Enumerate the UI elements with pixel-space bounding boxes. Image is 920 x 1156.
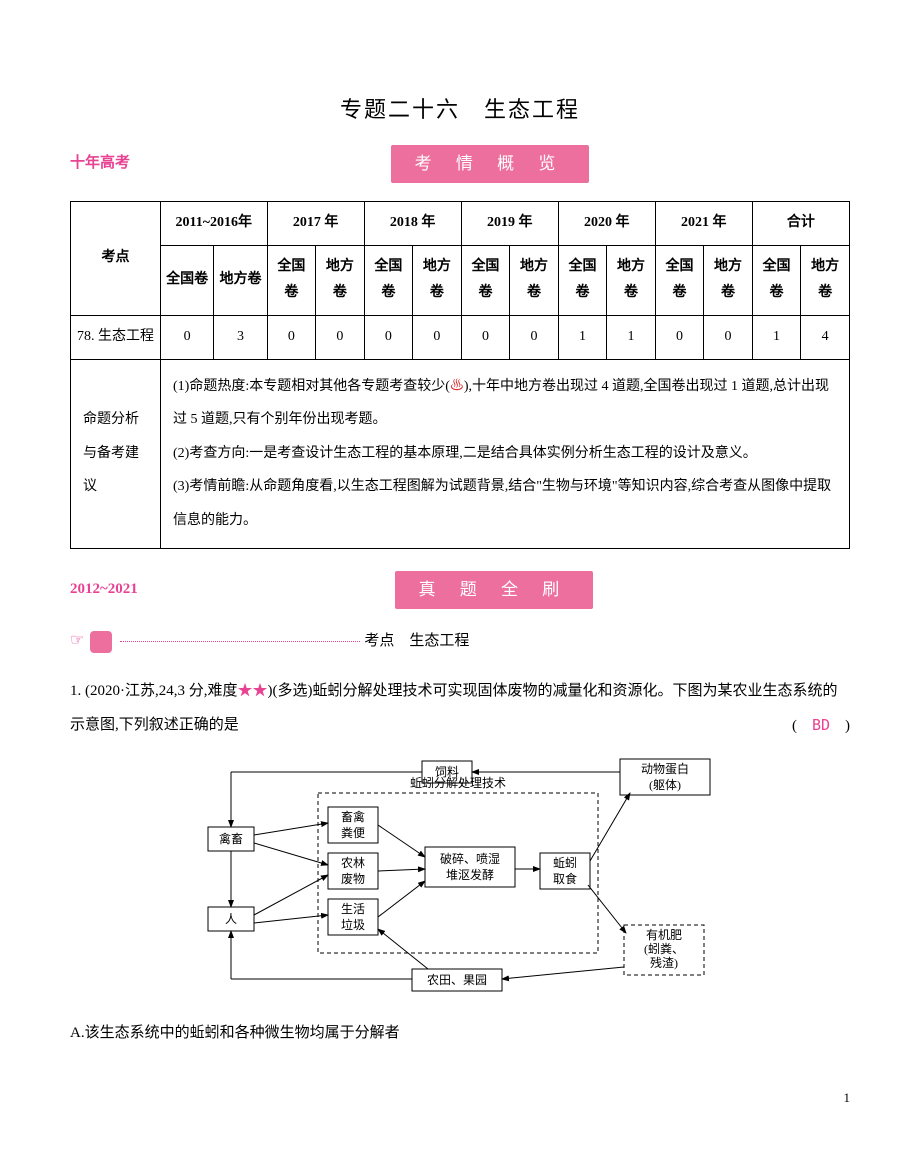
answer-value: BD [812, 716, 830, 734]
svg-text:蚯蚓: 蚯蚓 [553, 855, 577, 870]
question-prefix: 1. (2020·江苏,24,3 分,难度 [70, 683, 238, 699]
col-national: 全国卷 [267, 245, 316, 315]
col-national: 全国卷 [461, 245, 510, 315]
svg-text:堆沤发酵: 堆沤发酵 [446, 867, 494, 882]
cell: 1 [607, 315, 656, 359]
table-row: 命题分析与备考建议 (1)命题热度:本专题相对其他各专题考查较少(♨),十年中地… [71, 359, 850, 548]
exam-frequency-table: 考点 2011~2016年 2017 年 2018 年 2019 年 2020 … [70, 201, 850, 548]
topic-title: 专题二十六 生态工程 [70, 90, 850, 130]
col-local: 地方卷 [510, 245, 559, 315]
col-kaodian: 考点 [71, 202, 161, 316]
table-row: 全国卷地方卷 全国卷地方卷 全国卷地方卷 全国卷地方卷 全国卷地方卷 全国卷地方… [71, 245, 850, 315]
square-icon [90, 631, 112, 653]
dotline [120, 641, 360, 642]
cell: 4 [801, 315, 850, 359]
analysis-p2: (2)考查方向:一是考查设计生态工程的基本原理,二是结合具体实例分析生态工程的设… [173, 437, 837, 471]
col-year: 2018 年 [364, 202, 461, 246]
ecosystem-diagram: 蚯蚓分解处理技术 禽畜 人 畜禽 粪便 农林 废物 生活 垃圾 破碎、喷湿 堆沤… [70, 757, 850, 997]
col-year: 2017 年 [267, 202, 364, 246]
page-number: 1 [70, 1086, 850, 1109]
cell: 0 [316, 315, 365, 359]
svg-text:垃圾: 垃圾 [341, 917, 365, 932]
col-national: 全国卷 [364, 245, 413, 315]
cell: 0 [413, 315, 462, 359]
cell: 0 [267, 315, 316, 359]
col-local: 地方卷 [607, 245, 656, 315]
col-local: 地方卷 [704, 245, 753, 315]
col-local: 地方卷 [316, 245, 365, 315]
col-year: 2021 年 [655, 202, 752, 246]
svg-text:有机肥: 有机肥 [646, 928, 682, 942]
col-year: 2019 年 [461, 202, 558, 246]
svg-text:禽畜: 禽畜 [219, 831, 243, 846]
col-national: 全国卷 [655, 245, 704, 315]
year-range-label: 2012~2021 [70, 576, 138, 603]
difficulty-stars: ★★ [238, 683, 268, 699]
flame-icon: ♨ [450, 379, 464, 394]
cell: 0 [461, 315, 510, 359]
cell: 0 [510, 315, 559, 359]
table-row: 考点 2011~2016年 2017 年 2018 年 2019 年 2020 … [71, 202, 850, 246]
cell: 0 [704, 315, 753, 359]
col-national: 全国卷 [558, 245, 607, 315]
question-1: 1. (2020·江苏,24,3 分,难度★★)(多选)蚯蚓分解处理技术可实现固… [70, 674, 850, 743]
col-local: 地方卷 [214, 245, 267, 315]
svg-text:残渣): 残渣) [650, 956, 678, 970]
svg-text:人: 人 [225, 912, 237, 926]
ten-year-label: 十年高考 [70, 150, 130, 177]
cell: 1 [752, 315, 801, 359]
svg-text:畜禽: 畜禽 [341, 809, 365, 824]
svg-text:粪便: 粪便 [341, 826, 365, 840]
analysis-content: (1)命题热度:本专题相对其他各专题考查较少(♨),十年中地方卷出现过 4 道题… [161, 359, 850, 548]
col-national: 全国卷 [161, 245, 214, 315]
col-year: 2020 年 [558, 202, 655, 246]
col-national: 全国卷 [752, 245, 801, 315]
kaodian-header: ☞ 考点 生态工程 [70, 627, 850, 656]
cell: 3 [214, 315, 267, 359]
svg-text:取食: 取食 [553, 871, 577, 886]
col-year-range: 2011~2016年 [161, 202, 268, 246]
cell: 0 [364, 315, 413, 359]
col-local: 地方卷 [801, 245, 850, 315]
section-header-1: 十年高考 考 情 概 览 [70, 145, 850, 184]
analysis-p3: (3)考情前瞻:从命题角度看,以生态工程图解为试题背景,结合"生物与环境"等知识… [173, 470, 837, 537]
svg-text:破碎、喷湿: 破碎、喷湿 [440, 851, 500, 866]
svg-text:农田、果园: 农田、果园 [427, 973, 487, 987]
cell: 0 [161, 315, 214, 359]
svg-text:饲料: 饲料 [435, 765, 459, 779]
analysis-p1a: (1)命题热度:本专题相对其他各专题考查较少( [173, 379, 450, 394]
cell: 1 [558, 315, 607, 359]
kaodian-label: 考点 生态工程 [364, 628, 469, 655]
col-local: 地方卷 [413, 245, 462, 315]
svg-text:(躯体): (躯体) [649, 777, 681, 792]
answer-paren: ( BD ) [792, 708, 850, 744]
svg-text:农林: 农林 [341, 856, 365, 870]
svg-text:动物蛋白: 动物蛋白 [641, 761, 689, 776]
overview-banner: 考 情 概 览 [391, 145, 590, 184]
col-total: 合计 [752, 202, 849, 246]
section-header-2: 2012~2021 真 题 全 刷 [70, 571, 850, 610]
svg-text:(蚓粪、: (蚓粪、 [644, 941, 684, 956]
hand-icon: ☞ [70, 627, 84, 656]
option-a: A.该生态系统中的蚯蚓和各种微生物均属于分解者 [70, 1017, 850, 1050]
svg-text:废物: 废物 [341, 871, 365, 886]
questions-banner: 真 题 全 刷 [395, 571, 594, 610]
row-topic: 78. 生态工程 [71, 315, 161, 359]
analysis-label: 命题分析与备考建议 [71, 359, 161, 548]
svg-text:生活: 生活 [341, 902, 365, 916]
cell: 0 [655, 315, 704, 359]
table-row: 78. 生态工程 0 3 0 0 0 0 0 0 1 1 0 0 1 4 [71, 315, 850, 359]
